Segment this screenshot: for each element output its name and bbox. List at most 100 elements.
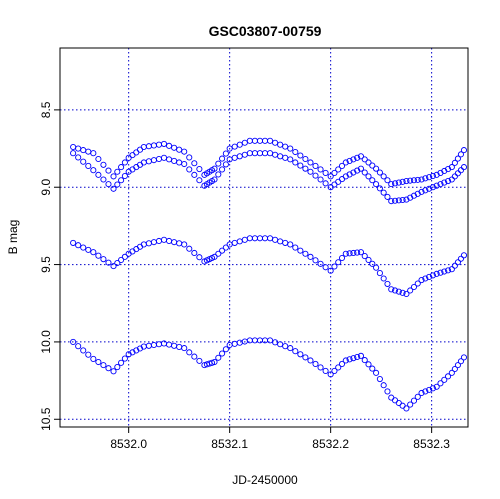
- data-point: [357, 352, 365, 359]
- data-point: [196, 357, 203, 364]
- data-point: [350, 355, 357, 362]
- data-point: [422, 275, 429, 282]
- data-point: [399, 178, 406, 185]
- data-point: [399, 289, 406, 296]
- data-point: [246, 235, 253, 242]
- data-point: [75, 242, 82, 249]
- data-point: [160, 236, 168, 243]
- data-point: [160, 154, 168, 161]
- x-axis-label: JD-2450000: [232, 473, 298, 487]
- data-point: [407, 287, 414, 294]
- data-point: [312, 172, 319, 179]
- data-point: [256, 150, 264, 157]
- data-point: [121, 159, 128, 166]
- data-point: [331, 169, 338, 176]
- data-point: [176, 159, 183, 166]
- data-point: [322, 264, 329, 271]
- data-point: [395, 197, 402, 204]
- data-point: [331, 263, 338, 270]
- data-point: [342, 159, 349, 166]
- data-point: [222, 346, 229, 353]
- data-point: [418, 276, 425, 284]
- data-point: [114, 168, 121, 175]
- data-point: [380, 382, 387, 389]
- data-point: [335, 364, 342, 371]
- data-point: [171, 342, 178, 349]
- data-point: [100, 362, 107, 369]
- data-point: [118, 256, 125, 263]
- data-point: [418, 389, 425, 397]
- data-point: [297, 351, 304, 358]
- grid-lines: [60, 48, 468, 427]
- data-point: [342, 250, 349, 257]
- y-axis-label: B mag: [6, 220, 20, 255]
- data-point: [70, 143, 77, 151]
- data-point: [292, 159, 299, 166]
- data-point: [292, 148, 299, 156]
- data-point: [399, 196, 406, 204]
- data-point: [444, 373, 452, 380]
- data-point: [307, 357, 314, 364]
- data-point: [317, 364, 324, 371]
- data-point: [369, 365, 376, 372]
- data-point: [384, 280, 391, 287]
- data-point: [90, 355, 97, 362]
- data-point: [457, 255, 464, 262]
- data-point: [451, 173, 458, 180]
- data-point: [426, 174, 433, 181]
- data-point: [407, 401, 414, 408]
- x-tick-label: 8532.0: [110, 437, 147, 451]
- data-point: [292, 348, 299, 355]
- data-point: [369, 260, 376, 267]
- data-point: [441, 179, 448, 186]
- data-point: [196, 177, 203, 184]
- data-point: [155, 341, 163, 348]
- data-point: [302, 165, 309, 172]
- series-4-points: [70, 337, 468, 412]
- data-point: [272, 151, 279, 158]
- data-point: [322, 367, 329, 374]
- data-point: [407, 177, 414, 184]
- data-point: [166, 156, 173, 163]
- data-point: [391, 287, 399, 294]
- data-point: [100, 256, 107, 263]
- data-point: [282, 154, 289, 161]
- data-point: [365, 159, 372, 166]
- data-point: [181, 160, 188, 168]
- data-point: [282, 143, 289, 150]
- data-point: [246, 150, 253, 157]
- data-point: [145, 240, 152, 247]
- data-point: [256, 337, 264, 344]
- data-point: [186, 245, 193, 252]
- data-point: [441, 268, 448, 275]
- data-point: [410, 397, 418, 404]
- data-point: [282, 239, 289, 246]
- data-point: [433, 182, 440, 189]
- data-point: [208, 359, 216, 366]
- data-point: [361, 156, 368, 163]
- data-point: [457, 151, 464, 158]
- data-point: [114, 259, 121, 267]
- data-point: [110, 185, 117, 192]
- data-point: [369, 177, 376, 184]
- data-point: [176, 146, 183, 153]
- data-point: [272, 236, 279, 243]
- data-point: [426, 185, 433, 192]
- data-point: [261, 235, 269, 242]
- data-point: [451, 262, 458, 269]
- data-point: [267, 235, 274, 242]
- data-point: [114, 364, 121, 371]
- data-point: [90, 167, 97, 174]
- data-point: [211, 165, 218, 172]
- data-point: [231, 239, 238, 246]
- data-point: [231, 340, 238, 347]
- data-point: [110, 368, 117, 375]
- data-point: [105, 167, 112, 174]
- data-point: [287, 345, 294, 352]
- data-point: [388, 198, 395, 205]
- data-point: [429, 272, 436, 279]
- data-point: [454, 155, 461, 162]
- data-point: [365, 361, 372, 368]
- data-point: [191, 249, 198, 257]
- data-point: [241, 139, 248, 146]
